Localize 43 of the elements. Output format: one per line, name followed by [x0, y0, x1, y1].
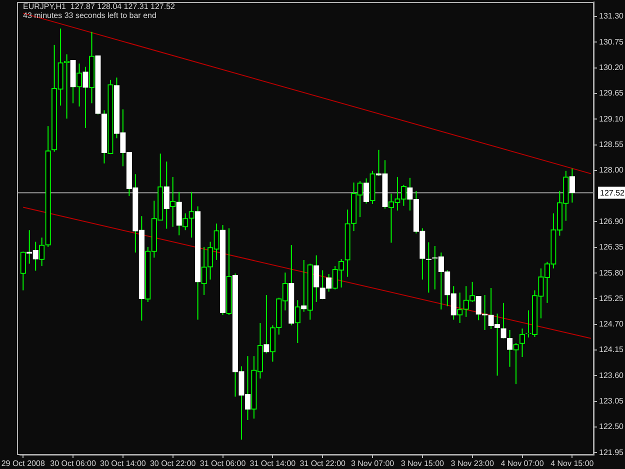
y-tick-label: 128.00: [599, 166, 624, 175]
candlestick: [519, 328, 526, 358]
candlestick: [294, 300, 300, 344]
x-tick-label: 4 Nov 15:00: [550, 459, 594, 468]
y-tick-label: 126.90: [599, 216, 624, 226]
y-tick-label: 122.50: [599, 422, 624, 432]
y-tick-label: 130.75: [599, 37, 624, 46]
x-tick-label: 31 Oct 22:00: [300, 459, 346, 468]
x-tick-label: 30 Oct 06:00: [50, 459, 96, 468]
candlestick: [39, 237, 45, 267]
x-tick-label: 3 Nov 23:00: [450, 459, 494, 468]
y-tick-label: 123.05: [599, 396, 624, 406]
y-tick-label: 128.55: [599, 140, 624, 149]
ref-line-label: 127.52: [600, 188, 625, 198]
x-tick-label: 4 Nov 07:00: [500, 459, 544, 468]
y-tick-label: 121.95: [599, 448, 624, 457]
y-tick-label: 130.20: [599, 62, 624, 72]
candlestick: [201, 246, 207, 296]
x-tick-label: 29 Oct 2008: [1, 459, 46, 468]
y-tick-label: 125.80: [599, 268, 624, 278]
x-tick-label: 3 Nov 15:00: [400, 459, 445, 468]
y-tick-label: 124.70: [599, 320, 624, 329]
x-tick-label: 31 Oct 06:00: [200, 459, 246, 468]
y-tick-label: 126.35: [599, 242, 624, 252]
candlestick: [76, 63, 82, 108]
candlestick: [182, 212, 188, 231]
candlestick: [513, 342, 519, 385]
y-tick-label: 125.25: [599, 294, 624, 303]
candlestick: [170, 176, 176, 228]
x-tick-label: 30 Oct 22:00: [150, 459, 196, 468]
x-tick-label: 3 Nov 07:00: [350, 459, 395, 468]
y-tick-label: 129.10: [599, 114, 624, 124]
chart-title: EURJPY,H1 127.87 128.04 127.31 127.52: [23, 2, 176, 12]
x-tick-label: 30 Oct 14:00: [100, 459, 146, 468]
y-tick-label: 129.65: [599, 88, 624, 98]
y-tick-label: 123.60: [599, 370, 624, 380]
y-tick-label: 131.30: [599, 12, 624, 21]
x-tick-label: 31 Oct 14:00: [250, 459, 296, 468]
candlestick: [500, 302, 506, 339]
candlestick: [20, 251, 26, 291]
candlestick: [457, 292, 463, 324]
candlestick: [188, 191, 194, 238]
y-tick-label: 124.15: [599, 345, 624, 354]
